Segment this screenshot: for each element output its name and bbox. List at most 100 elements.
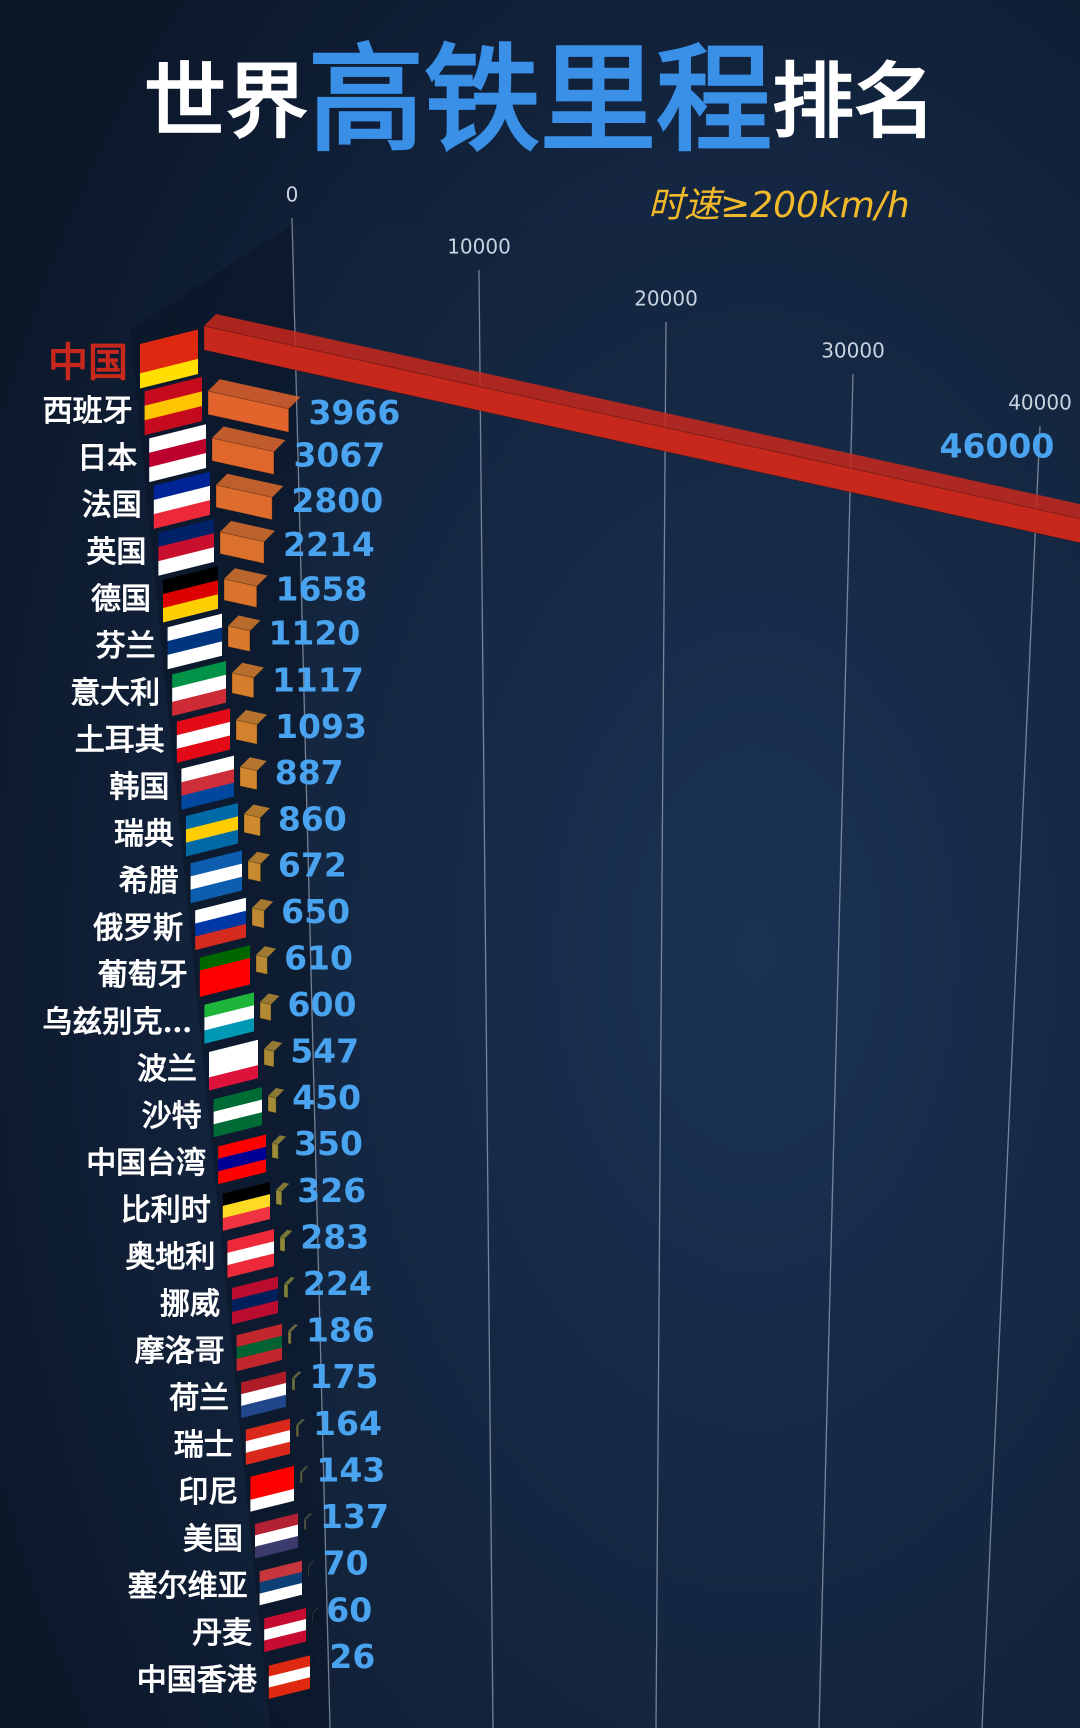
flag-stripe [190, 850, 243, 877]
category-label: 印尼 [178, 1475, 238, 1510]
value-label: 224 [303, 1264, 372, 1303]
category-label: 美国 [183, 1522, 243, 1557]
flag-stripe [176, 721, 231, 750]
bar-top [216, 473, 284, 498]
flag-stripe [176, 735, 231, 763]
flag [245, 1418, 291, 1465]
flag-stripe [250, 1488, 294, 1512]
value-label: 164 [313, 1404, 382, 1443]
category-label: 瑞士 [174, 1428, 234, 1463]
flag-stripe [140, 329, 198, 360]
flag-stripe [181, 769, 234, 797]
flag-stripe [236, 1335, 283, 1360]
value-label: 46000 [940, 426, 1055, 465]
flag-stripe [259, 1560, 303, 1583]
flag-stripe [218, 1159, 266, 1185]
category-label: 沙特 [142, 1099, 202, 1134]
category-label: 中国台湾 [86, 1146, 206, 1181]
bar [259, 1001, 272, 1022]
x-tick-label: 10000 [447, 235, 511, 259]
flag-stripe [195, 910, 246, 938]
bar [299, 1471, 303, 1484]
category-label: 瑞典 [114, 817, 174, 852]
category-label: 塞尔维亚 [128, 1569, 248, 1604]
flag [172, 660, 226, 717]
flag-stripe [227, 1229, 274, 1254]
flag-stripe [245, 1418, 291, 1442]
flag [204, 992, 254, 1044]
bar [279, 1236, 286, 1253]
flag [181, 755, 234, 810]
flag [149, 424, 206, 483]
flag-stripe [190, 863, 243, 891]
category-label: 日本 [77, 441, 137, 476]
flag-stripe [181, 755, 234, 783]
value-label: 1117 [272, 660, 364, 699]
flag [264, 1607, 307, 1653]
flag-stripe [227, 1241, 274, 1266]
category-label: 土耳其 [75, 723, 165, 758]
flag-stripe [140, 344, 198, 374]
flag [167, 613, 223, 670]
category-label: 波兰 [137, 1052, 197, 1087]
category-label: 芬兰 [96, 629, 156, 664]
bar-top [264, 1040, 283, 1052]
flag-stripe [149, 453, 206, 483]
flag-stripe [245, 1441, 291, 1465]
flag-stripe [264, 1607, 307, 1630]
grid-line [655, 321, 667, 1728]
value-label: 143 [316, 1450, 385, 1489]
flag-stripe [163, 594, 218, 623]
flag-stripe [199, 945, 251, 972]
bar [223, 578, 258, 609]
flag-stripe [218, 1134, 266, 1160]
flag [268, 1655, 310, 1699]
category-label: 德国 [91, 582, 151, 617]
chart-title: 世界高铁里程排名 [144, 33, 936, 168]
flag-stripe [268, 1677, 310, 1699]
value-label: 1658 [275, 569, 367, 608]
flag-stripe [236, 1347, 283, 1372]
bar-top [312, 1607, 319, 1614]
value-label: 650 [281, 892, 350, 931]
category-label: 荷兰 [169, 1381, 229, 1416]
bar [303, 1518, 307, 1531]
bar-top [220, 521, 276, 542]
flag [209, 1039, 258, 1091]
bar [207, 390, 290, 433]
flag-stripe [268, 1666, 310, 1688]
flag-stripe [255, 1535, 298, 1559]
flag-stripe [209, 1065, 258, 1091]
bar [263, 1048, 275, 1068]
bar [239, 766, 258, 791]
subtitle: 时速≥200km/h [648, 185, 910, 226]
bar-top [240, 757, 267, 771]
grid-line [981, 425, 1041, 1728]
bar [203, 325, 1080, 544]
x-tick-label: 40000 [1008, 391, 1072, 415]
flag-stripe [172, 688, 226, 717]
flag [218, 1134, 266, 1185]
flag-stripe [259, 1571, 303, 1595]
flag-stripe [245, 1430, 291, 1454]
bar [243, 813, 261, 837]
bar-top [268, 1088, 285, 1098]
bar-top [308, 1560, 315, 1567]
x-tick-label: 20000 [634, 287, 698, 311]
bar-top [212, 426, 286, 452]
flag-stripe [149, 438, 206, 468]
flag [232, 1276, 278, 1325]
flag [222, 1181, 271, 1231]
flag-stripe [213, 1099, 263, 1125]
flag-stripe [241, 1382, 286, 1407]
flag-stripe [199, 958, 251, 984]
category-label: 葡萄牙 [98, 958, 188, 993]
flag-stripe [250, 1477, 294, 1501]
flag [241, 1371, 286, 1419]
flag-stripe [241, 1394, 286, 1419]
bar [255, 954, 268, 975]
category-label: 法国 [82, 488, 142, 523]
category-label: 韩国 [109, 770, 169, 805]
flag [259, 1560, 303, 1606]
